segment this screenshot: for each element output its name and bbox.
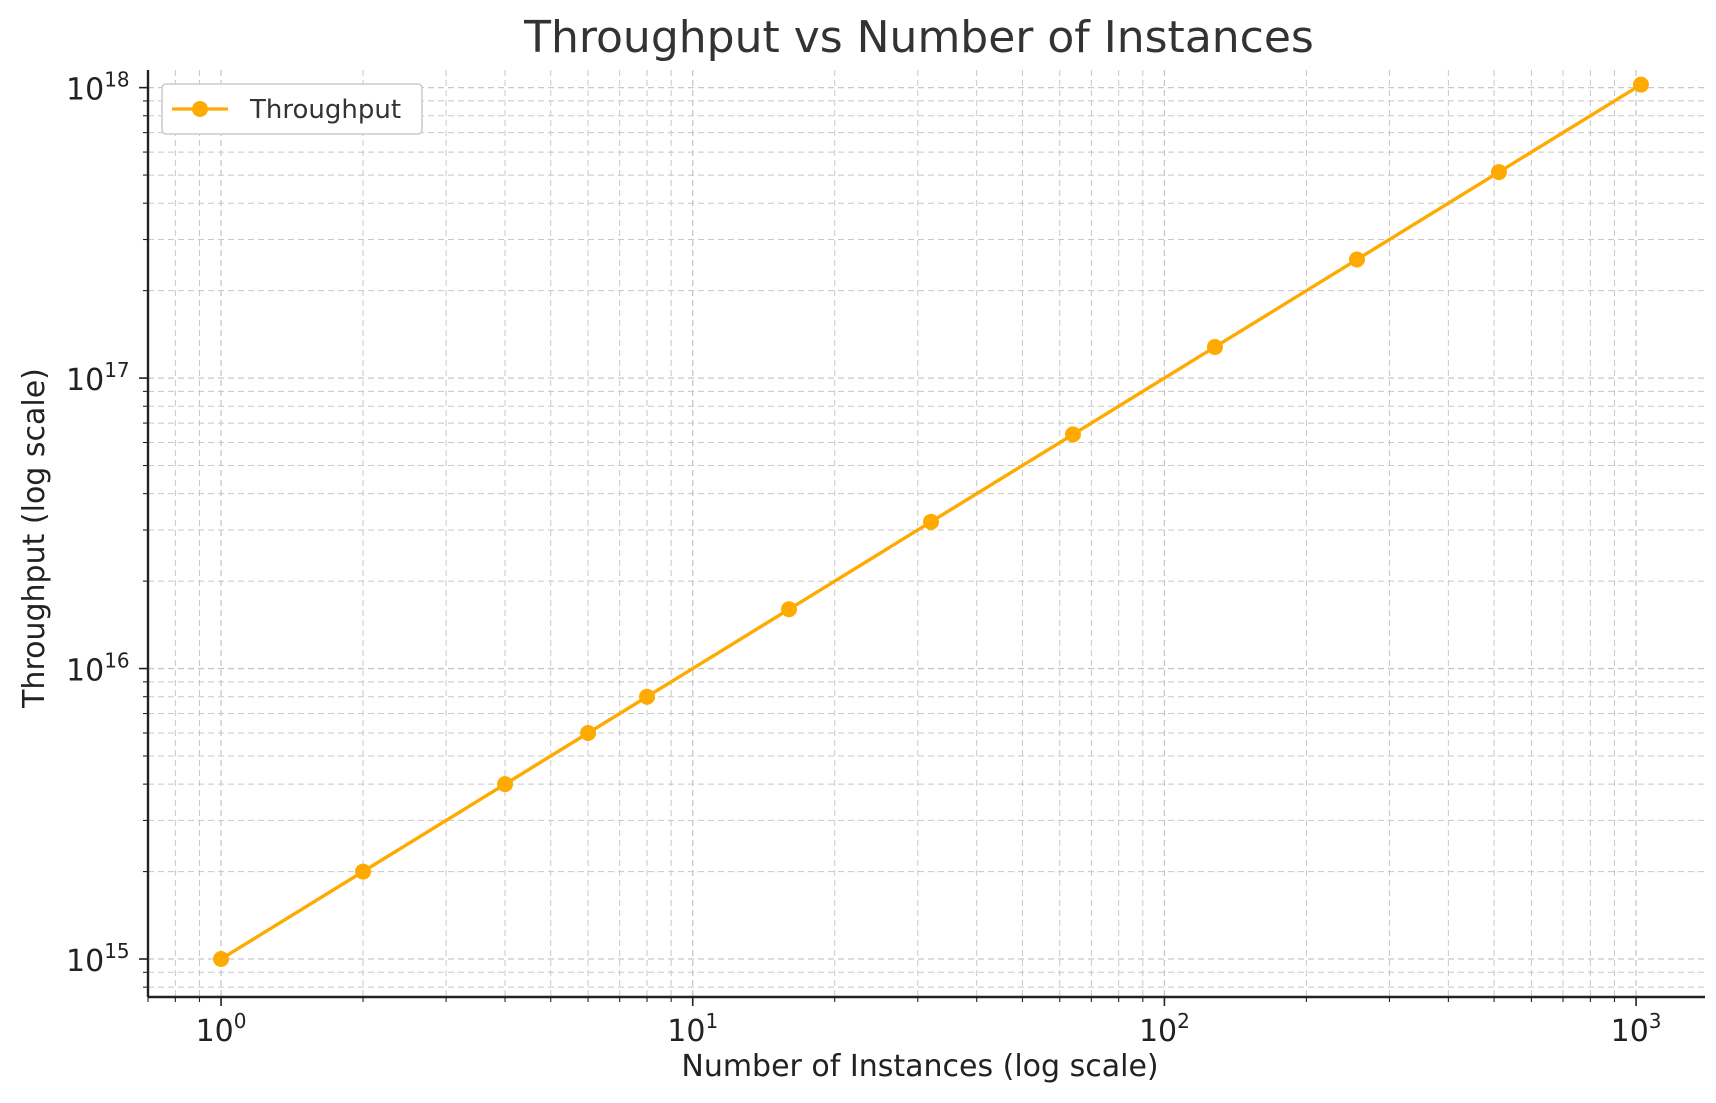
data-point <box>213 951 230 968</box>
data-point <box>497 776 514 793</box>
legend-entry-label: Throughput <box>249 95 401 125</box>
data-point <box>580 724 597 741</box>
data-point <box>639 688 656 705</box>
y-tick-label: 1015 <box>66 939 130 979</box>
grid-lines <box>147 70 1705 997</box>
y-tick-label: 1017 <box>66 358 130 398</box>
legend: Throughput <box>161 83 423 135</box>
data-point <box>1206 338 1223 355</box>
data-point <box>355 863 372 880</box>
series-line <box>220 83 1642 961</box>
legend-frame <box>161 83 423 135</box>
x-tick-label: 102 <box>1139 1009 1190 1049</box>
x-tick-label: 103 <box>1611 1009 1662 1049</box>
data-point <box>781 601 798 618</box>
data-point <box>922 513 939 530</box>
legend-marker-swatch <box>192 101 208 117</box>
data-point <box>1490 164 1507 181</box>
y-tick-label: 1016 <box>66 649 130 689</box>
data-point <box>1632 76 1649 93</box>
x-tick-label: 100 <box>196 1009 247 1049</box>
data-point <box>1064 426 1081 443</box>
x-axis-label: Number of Instances (log scale) <box>681 1049 1158 1084</box>
plot-area <box>213 76 1649 968</box>
y-tick-label: 1018 <box>66 68 130 108</box>
y-axis-label: Throughput (log scale) <box>17 368 52 709</box>
data-point <box>1348 251 1365 268</box>
chart-title: Throughput vs Number of Instances <box>523 12 1314 63</box>
x-tick-label: 101 <box>667 1009 718 1049</box>
axis-ticks: 100 101 102 103 1015 1016 1017 1018 <box>66 68 1662 1049</box>
